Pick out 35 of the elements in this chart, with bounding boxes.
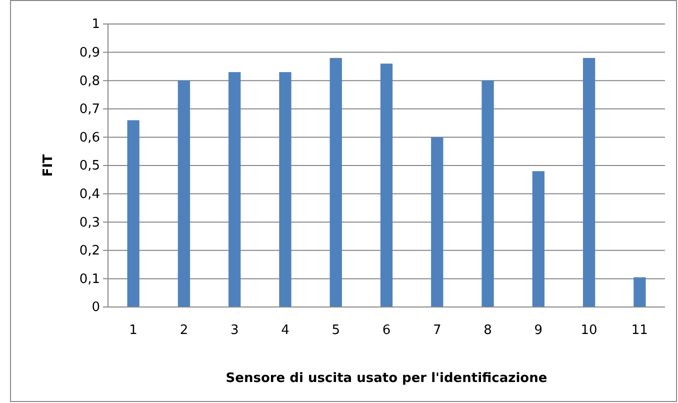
y-tick-label: 0,9 [79,45,100,60]
bar [431,137,444,307]
bar [127,120,140,307]
y-tick-label: 1 [92,17,100,32]
x-tick-label: 11 [631,323,648,338]
y-axis-title: FIT [41,154,56,177]
x-tick-label: 6 [382,323,391,338]
x-tick-label: 4 [281,323,290,338]
x-tick-label: 9 [534,323,543,338]
x-tick-label: 3 [230,323,239,338]
bar [582,58,596,307]
bar [279,72,292,307]
x-tick-label: 5 [332,323,340,338]
bar [228,72,241,307]
y-tick-label: 0 [92,300,100,316]
x-axis-title: Sensore di uscita usato per l'identificazione [226,371,548,386]
bar [380,64,393,307]
x-tick-label: 1 [129,323,138,338]
x-tick-label: 10 [580,323,598,338]
y-tick-label: 0,8 [79,74,100,89]
bar [532,171,544,307]
bar [634,277,646,307]
y-tick-label: 0,7 [79,102,100,118]
x-tick-label: 2 [180,323,188,338]
y-tick-label: 0,2 [79,244,100,259]
bar [178,80,190,307]
y-tick-label: 0,4 [79,186,100,202]
x-tick-label: 7 [432,323,442,338]
x-tick-label: 8 [484,323,492,338]
bar [330,58,342,307]
y-tick-label: 0,3 [79,215,100,230]
y-tick-label: 0,6 [79,130,100,146]
bar [482,80,494,307]
y-tick-label: 0,1 [79,272,100,287]
y-tick-label: 0,5 [79,158,100,174]
